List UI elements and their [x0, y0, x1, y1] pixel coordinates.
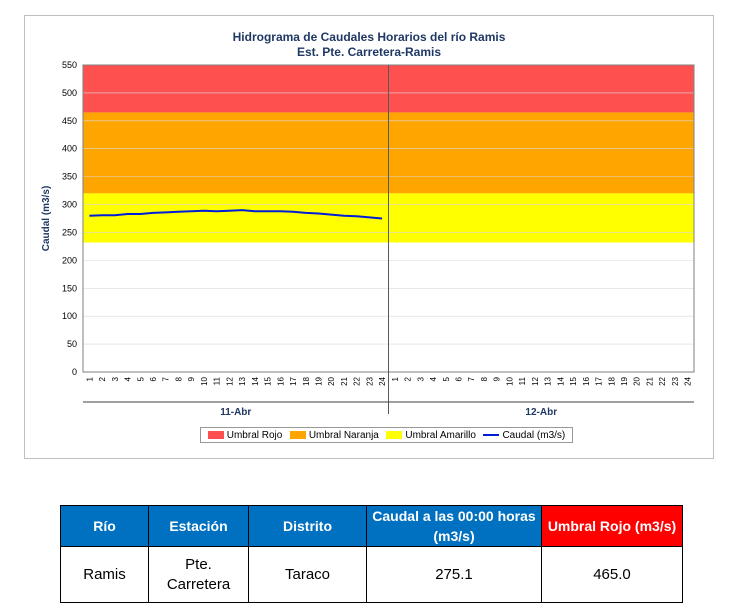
header-rio: Río — [60, 505, 149, 547]
x-tick-label: 21 — [340, 376, 349, 385]
y-tick-label: 450 — [62, 116, 77, 126]
chart-legend: Umbral Rojo Umbral Naranja Umbral Amaril… — [200, 427, 573, 443]
y-tick-label: 50 — [67, 339, 77, 349]
header-umbral-rojo: Umbral Rojo (m3/s) — [541, 505, 683, 547]
x-tick-label: 15 — [264, 376, 273, 385]
y-tick-label: 250 — [62, 227, 77, 237]
x-tick-label: 24 — [684, 376, 693, 385]
table-header-row: Río Estación Distrito Caudal a las 00:00… — [60, 505, 683, 547]
x-tick-label: 4 — [124, 376, 133, 381]
x-tick-label: 2 — [404, 376, 413, 381]
series-line-caudal — [89, 209, 383, 220]
cell-estacion: Pte. Carretera — [148, 546, 249, 603]
x-tick-label: 12 — [531, 376, 540, 385]
y-axis-label: Caudal (m3/s) — [41, 186, 52, 252]
x-tick-label: 20 — [327, 376, 336, 385]
x-tick-label: 10 — [200, 376, 209, 385]
legend-item-naranja: Umbral Naranja — [289, 429, 379, 441]
x-tick-label: 3 — [111, 376, 120, 381]
legend-label-rojo: Umbral Rojo — [226, 429, 283, 441]
chart-title: Hidrograma de Caudales Horarios del río … — [232, 30, 506, 44]
x-tick-label: 11 — [213, 376, 222, 385]
y-tick-label: 100 — [62, 311, 77, 321]
x-tick-label: 14 — [556, 376, 565, 385]
x-tick-label: 9 — [187, 376, 196, 381]
header-distrito: Distrito — [248, 505, 367, 547]
legend-label-amarillo: Umbral Amarillo — [405, 429, 476, 441]
x-tick-label: 13 — [238, 376, 247, 385]
x-tick-label: 19 — [314, 376, 323, 385]
x-tick-label: 12 — [225, 376, 234, 385]
x-tick-label: 6 — [455, 376, 464, 381]
table-row: Ramis Pte. Carretera Taraco 275.1 465.0 — [60, 546, 683, 603]
x-tick-label: 3 — [416, 376, 425, 381]
legend-item-amarillo: Umbral Amarillo — [386, 430, 476, 441]
y-tick-label: 400 — [62, 144, 77, 154]
summary-table: Río Estación Distrito Caudal a las 00:00… — [60, 505, 683, 603]
chart-subtitle: Est. Pte. Carretera-Ramis — [296, 45, 442, 59]
x-tick-label: 23 — [671, 376, 680, 385]
x-tick-label: 10 — [505, 376, 514, 385]
y-tick-label: 350 — [62, 172, 77, 182]
x-tick-label: 23 — [365, 376, 374, 385]
x-tick-label: 7 — [467, 376, 476, 381]
cell-umbral-rojo: 465.0 — [541, 546, 683, 603]
y-tick-label: 0 — [72, 367, 77, 377]
y-tick-label: 200 — [62, 255, 77, 265]
x-tick-label: 18 — [302, 376, 311, 385]
x-tick-label: 13 — [544, 376, 553, 385]
x-tick-label: 5 — [442, 376, 451, 381]
x-tick-label: 1 — [85, 376, 94, 381]
x-tick-label: 4 — [429, 376, 438, 381]
x-tick-label: 18 — [607, 376, 616, 385]
legend-swatch-amarillo — [386, 431, 403, 439]
x-tick-label: 8 — [480, 376, 489, 381]
legend-swatch-rojo — [207, 431, 224, 439]
legend-label-naranja: Umbral Naranja — [308, 429, 379, 441]
x-tick-label: 21 — [645, 376, 654, 385]
x-tick-label: 15 — [569, 376, 578, 385]
x-tick-label: 14 — [251, 376, 260, 385]
legend-swatch-caudal — [483, 434, 500, 436]
x-tick-label: 16 — [276, 376, 285, 385]
y-tick-label: 500 — [62, 88, 77, 98]
legend-swatch-naranja — [289, 431, 306, 439]
x-tick-label: 22 — [658, 376, 667, 385]
x-tick-label: 2 — [98, 376, 107, 381]
x-tick-label: 1 — [391, 376, 400, 381]
cell-distrito: Taraco — [248, 546, 367, 603]
cell-rio: Ramis — [60, 546, 149, 603]
x-tick-label: 24 — [378, 376, 387, 385]
x-tick-label: 19 — [620, 376, 629, 385]
legend-label-caudal: Caudal (m3/s) — [502, 429, 566, 441]
legend-item-rojo: Umbral Rojo — [207, 429, 283, 441]
cell-caudal: 275.1 — [366, 546, 542, 603]
x-tick-label: 20 — [633, 376, 642, 385]
chart-plot: 0 50 100 150 200 250 300 350 400 450 500 550 Caudal … — [41, 60, 695, 418]
y-tick-label: 550 — [62, 60, 77, 70]
x-tick-label: 17 — [289, 376, 298, 385]
chart-panel: 0 50 100 150 200 250 300 350 400 450 500 550 Caudal … — [24, 15, 714, 459]
x-tick-label: 17 — [595, 376, 604, 385]
x-tick-label: 5 — [136, 376, 145, 381]
x-tick-label: 11 — [518, 376, 527, 385]
x-tick-label: 22 — [353, 376, 362, 385]
legend-item-caudal: Caudal (m3/s) — [483, 430, 565, 441]
x-tick-label: 6 — [149, 376, 158, 381]
y-tick-label: 300 — [62, 200, 77, 210]
x-tick-label: 9 — [493, 376, 502, 381]
x-tick-label: 8 — [174, 376, 183, 381]
x-tick-label: 16 — [582, 376, 591, 385]
y-tick-label: 150 — [62, 283, 77, 293]
day-label-1: 12-Abr — [525, 407, 557, 418]
day-label-0: 11-Abr — [220, 407, 251, 418]
header-estacion: Estación — [148, 505, 249, 547]
header-caudal: Caudal a las 00:00 horas (m3/s) — [366, 505, 542, 547]
x-tick-label: 7 — [162, 376, 171, 381]
